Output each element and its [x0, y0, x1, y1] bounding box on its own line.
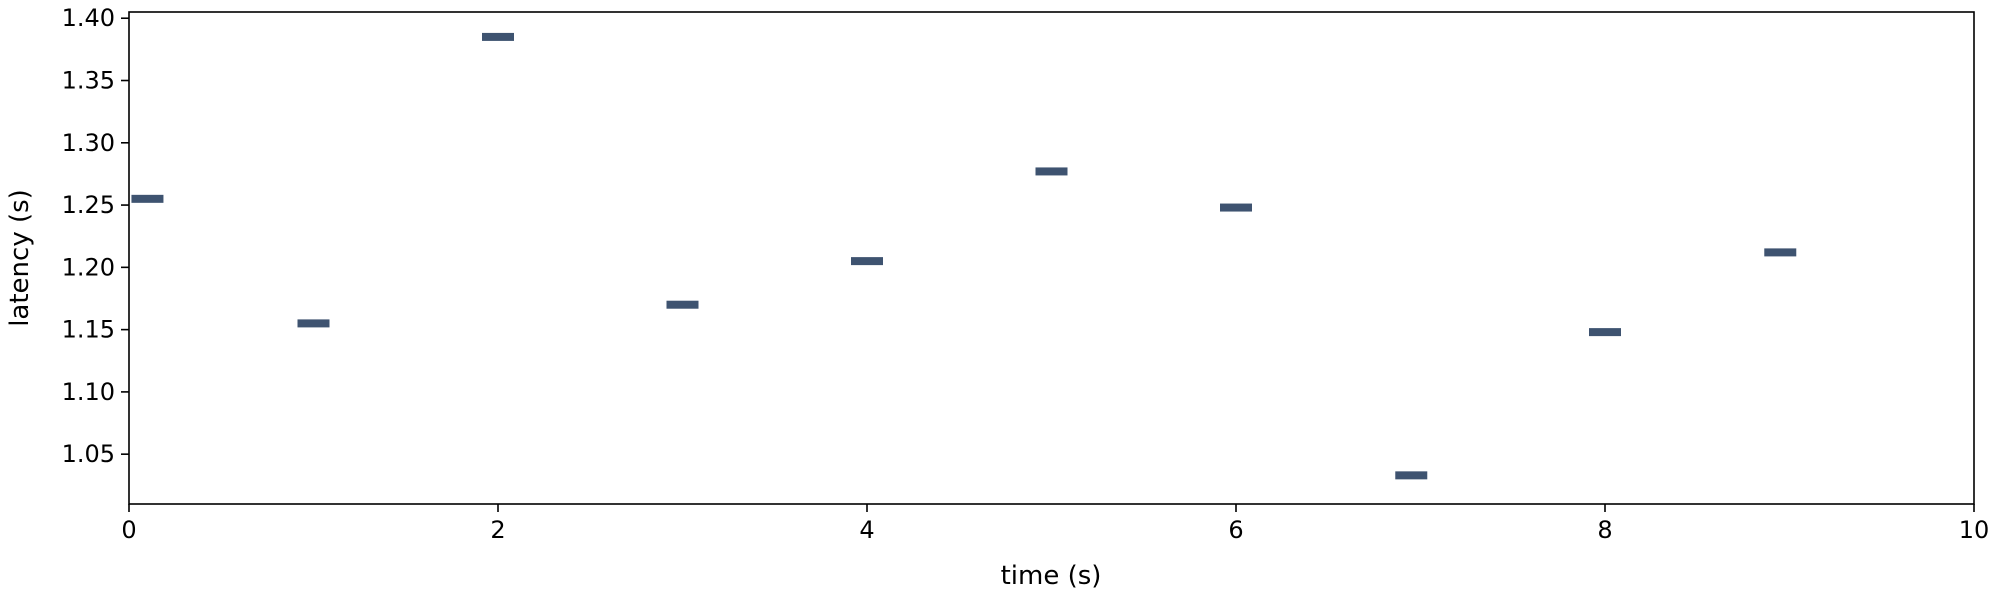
data-point-marker: [131, 194, 164, 203]
plot-area: [128, 11, 1975, 505]
data-point-marker: [1220, 203, 1252, 212]
y-tick-label: 1.40: [62, 4, 115, 32]
x-axis-ticks: 0 2 4 6 8 10: [121, 504, 1989, 544]
x-tick-label: 2: [490, 516, 505, 544]
data-point-marker: [1035, 167, 1068, 176]
y-tick-label: 1.20: [62, 253, 115, 281]
y-axis-label: latency (s): [5, 189, 35, 327]
data-point-marker: [1395, 471, 1428, 480]
data-point-marker: [1764, 248, 1797, 257]
y-tick-label: 1.10: [62, 378, 115, 406]
x-tick-label: 10: [1959, 516, 1990, 544]
data-point-marker: [297, 319, 330, 328]
data-point-marker: [851, 257, 883, 266]
y-tick-label: 1.35: [62, 67, 115, 95]
data-point-marker: [482, 32, 514, 41]
y-tick-label: 1.25: [62, 191, 115, 219]
data-marks: [131, 32, 1797, 480]
y-tick-label: 1.05: [62, 440, 115, 468]
y-axis-ticks: 1.05 1.10 1.15 1.20 1.25 1.30 1.35 1.40: [62, 4, 129, 468]
x-tick-label: 6: [1228, 516, 1243, 544]
data-point-marker: [666, 300, 699, 309]
y-tick-label: 1.30: [62, 129, 115, 157]
x-tick-label: 4: [859, 516, 874, 544]
x-tick-label: 0: [121, 516, 136, 544]
x-axis-label: time (s): [1001, 561, 1102, 591]
x-tick-label: 8: [1597, 516, 1612, 544]
data-point-marker: [1589, 328, 1621, 337]
y-tick-label: 1.15: [62, 316, 115, 344]
